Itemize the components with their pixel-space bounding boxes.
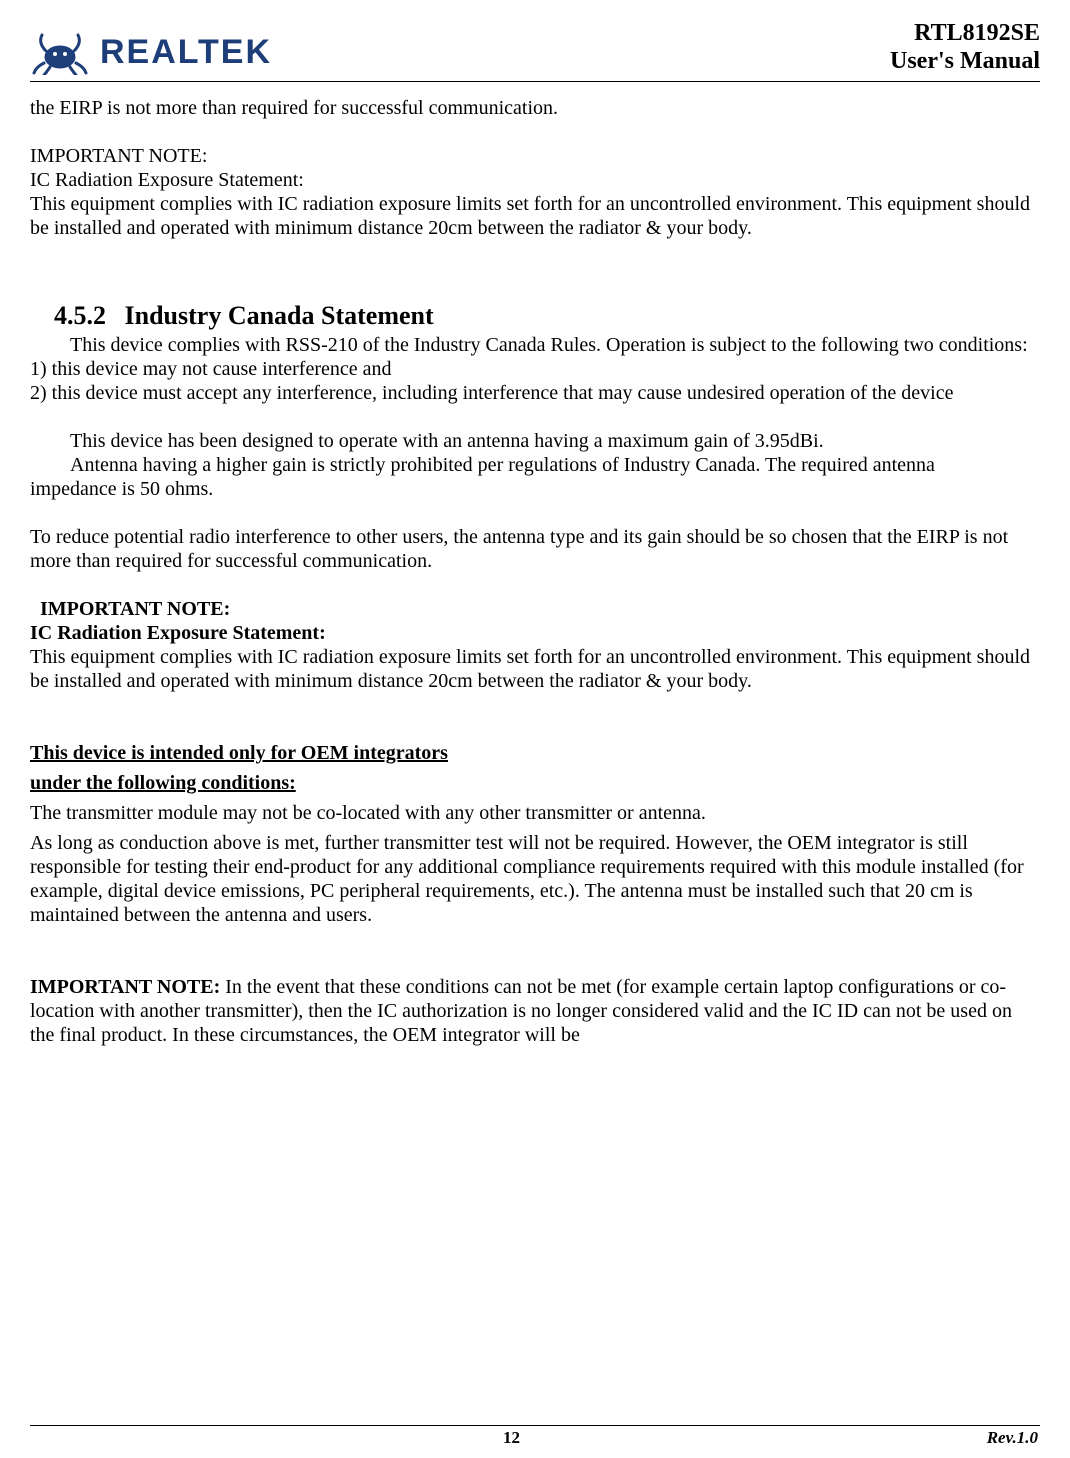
important-note-3-label: IMPORTANT NOTE: <box>30 976 220 998</box>
logo-block: REALTEK <box>30 29 272 75</box>
body-content: the EIRP is not more than required for s… <box>30 96 1040 1420</box>
sec-452-p3b: impedance is 50 ohms. <box>30 477 1040 501</box>
spacer <box>30 951 1040 975</box>
spacer <box>30 501 1040 525</box>
sec-452-li2: 2) this device must accept any interfere… <box>30 381 1040 405</box>
page-footer: 12 Rev.1.0 <box>30 1428 1040 1448</box>
oem-p2: As long as conduction above is met, furt… <box>30 831 1040 927</box>
oem-heading-1: This device is intended only for OEM int… <box>30 741 1040 765</box>
important-note-3: IMPORTANT NOTE: In the event that these … <box>30 975 1040 1047</box>
section-452-heading: 4.5.2 Industry Canada Statement <box>54 300 1040 331</box>
oem-heading-2: under the following conditions: <box>30 771 1040 795</box>
spacer <box>30 693 1040 717</box>
footer-rule <box>30 1425 1040 1426</box>
ic-statement-1-body: This equipment complies with IC radiatio… <box>30 192 1040 240</box>
ic-statement-2-body: This equipment complies with IC radiatio… <box>30 645 1040 693</box>
top-paragraph: the EIRP is not more than required for s… <box>30 96 1040 120</box>
important-note-1-title: IMPORTANT NOTE: <box>30 144 1040 168</box>
title-line-2: User's Manual <box>890 48 1040 76</box>
ic-statement-1-title: IC Radiation Exposure Statement: <box>30 168 1040 192</box>
sec-452-p2: This device has been designed to operate… <box>30 429 1040 453</box>
spacer <box>30 264 1040 288</box>
logo-text: REALTEK <box>100 32 272 73</box>
sec-452-p3: Antenna having a higher gain is strictly… <box>30 453 1040 477</box>
sec-452-p1: This device complies with RSS-210 of the… <box>30 333 1040 357</box>
spacer <box>30 405 1040 429</box>
page-number: 12 <box>503 1428 520 1448</box>
title-line-1: RTL8192SE <box>890 20 1040 48</box>
revision: Rev.1.0 <box>987 1428 1038 1448</box>
ic-statement-2-title: IC Radiation Exposure Statement: <box>30 621 1040 645</box>
spacer <box>30 573 1040 597</box>
realtek-crab-icon <box>30 29 90 75</box>
important-note-2-title: IMPORTANT NOTE: <box>30 597 1040 621</box>
sec-452-li1: 1) this device may not cause interferenc… <box>30 357 1040 381</box>
header-rule <box>30 81 1040 82</box>
doc-title: RTL8192SE User's Manual <box>890 20 1040 75</box>
page-header: REALTEK RTL8192SE User's Manual <box>30 20 1040 79</box>
footer-left-spacer <box>32 1428 36 1448</box>
heading-number: 4.5.2 <box>54 300 118 331</box>
spacer <box>30 927 1040 951</box>
sec-452-p4: To reduce potential radio interference t… <box>30 525 1040 573</box>
spacer <box>30 717 1040 741</box>
heading-title: Industry Canada Statement <box>125 301 434 330</box>
sec-452-p1-text: This device complies with RSS-210 of the… <box>70 334 1028 356</box>
spacer <box>30 120 1040 144</box>
oem-p1: The transmitter module may not be co-loc… <box>30 801 1040 825</box>
spacer <box>30 240 1040 264</box>
